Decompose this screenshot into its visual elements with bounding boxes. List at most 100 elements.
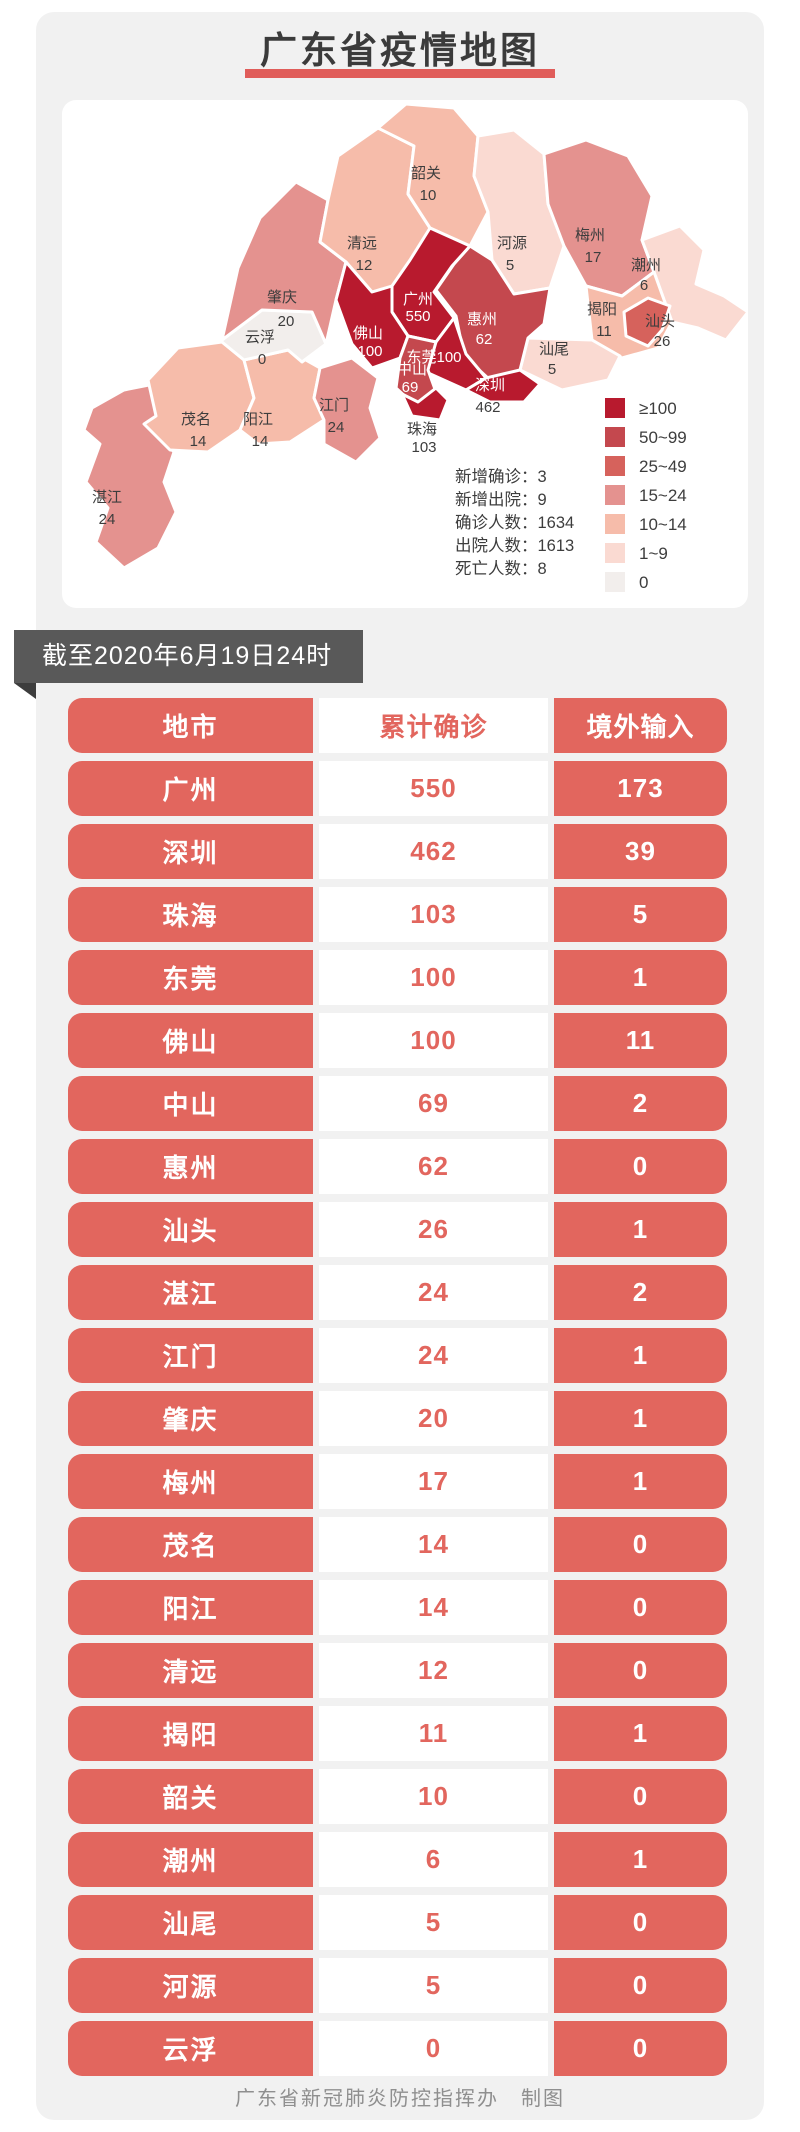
imported-cell: 39 [554,824,727,879]
map-region-value-label: 12 [356,257,373,274]
map-region-value-label: 24 [328,419,345,436]
map-region-name-label: 江门 [319,397,349,414]
legend-label: 25~49 [639,457,687,476]
region-shantou [622,296,672,348]
city-cell: 中山 [68,1076,313,1131]
legend-row: 1~9 [605,543,668,563]
city-cell: 河源 [68,1958,313,2013]
date-ribbon: 截至2020年6月19日24时 [14,630,363,683]
table-row: 梅州 17 1 [68,1454,727,1509]
stat-new-discharged: 新增出院：9 [455,490,547,509]
region-zhongshan [394,334,438,410]
stat-total-confirmed: 确诊人数：1634 [455,513,574,532]
confirmed-cell: 12 [319,1643,548,1698]
confirmed-cell: 24 [319,1265,548,1320]
confirmed-cell: 10 [319,1769,548,1824]
imported-cell: 0 [554,1895,727,1950]
map-region-name-label: 湛江 [92,489,122,506]
stat-total-discharged: 出院人数：1613 [455,536,574,555]
table-row: 汕尾 5 0 [68,1895,727,1950]
city-cell: 深圳 [68,824,313,879]
imported-cell: 0 [554,1958,727,2013]
imported-cell: 1 [554,1328,727,1383]
table-row: 韶关 10 0 [68,1769,727,1824]
map-regions [82,102,748,570]
legend-swatch [605,485,625,505]
legend-swatch [605,398,625,418]
map-region-value-label: 6 [640,277,648,294]
confirmed-cell: 5 [319,1958,548,2013]
credit-text: 广东省新冠肺炎防控指挥办 制图 [235,2088,565,2110]
city-cell: 茂名 [68,1517,313,1572]
map-region-value-label: 100 [357,343,382,360]
legend-swatch [605,514,625,534]
imported-cell: 2 [554,1265,727,1320]
legend-label: 0 [639,573,648,592]
map-region-name-label: 惠州 [467,311,497,328]
map-region-value-label: 10 [420,187,437,204]
header-city: 地市 [68,698,313,753]
imported-cell: 1 [554,950,727,1005]
map-region-name-label: 珠海 [407,421,437,438]
header-confirmed: 累计确诊 [319,698,548,753]
confirmed-cell: 69 [319,1076,548,1131]
confirmed-cell: 14 [319,1580,548,1635]
confirmed-cell: 5 [319,1895,548,1950]
table-row: 清远 12 0 [68,1643,727,1698]
map-region-name-label: 茂名 [181,411,211,428]
imported-cell: 5 [554,887,727,942]
legend-swatch [605,572,625,592]
confirmed-cell: 11 [319,1706,548,1761]
map-region-name-label: 韶关 [411,165,441,182]
region-dongguan [412,316,488,392]
page-title: 广东省疫情地图 [260,30,540,71]
legend-row: ≥100 [605,398,677,418]
table-row: 东莞 100 1 [68,950,727,1005]
table-row: 茂名 14 0 [68,1517,727,1572]
confirmed-cell: 24 [319,1328,548,1383]
legend-row: 0 [605,572,648,592]
imported-cell: 1 [554,1454,727,1509]
city-cell: 清远 [68,1643,313,1698]
imported-cell: 0 [554,1769,727,1824]
imported-cell: 1 [554,1202,727,1257]
map-region-labels: 湛江 24 茂名 14 阳江 14 江门 24 云浮 0 肇庆 20 清远 12 韶关 10 河源 5 梅州 17 潮州… [92,165,675,528]
map-region-value-label: 462 [475,399,500,416]
header-imported: 境外输入 [554,698,727,753]
confirmed-cell: 62 [319,1139,548,1194]
legend-row: 50~99 [605,427,687,447]
stat-new-confirmed: 新增确诊：3 [455,467,547,486]
table-row: 惠州 62 0 [68,1139,727,1194]
legend-label: ≥100 [639,399,677,418]
imported-cell: 173 [554,761,727,816]
map-region-name-label: 东莞100 [406,349,461,366]
imported-cell: 1 [554,1706,727,1761]
city-cell: 湛江 [68,1265,313,1320]
city-cell: 东莞 [68,950,313,1005]
title-underline [245,69,555,78]
city-cell: 汕尾 [68,1895,313,1950]
map-region-name-label: 深圳 [475,377,505,394]
city-cell: 阳江 [68,1580,313,1635]
map-region-name-label: 阳江 [243,411,273,428]
imported-cell: 0 [554,1643,727,1698]
imported-cell: 0 [554,1580,727,1635]
map-region-name-label: 广州 [403,291,433,308]
confirmed-cell: 103 [319,887,548,942]
map-region-value-label: 26 [654,333,671,350]
table-body: 广州 550 173 深圳 462 39 珠海 103 5 东莞 100 1 佛… [68,761,727,2076]
table-row: 河源 5 0 [68,1958,727,2013]
date-ribbon-text: 截至2020年6月19日24时 [42,642,333,670]
imported-cell: 0 [554,1139,727,1194]
map-stats: 新增确诊：3 新增出院：9 确诊人数：1634 出院人数：1613 死亡人数：8 [455,467,574,578]
map-region-value-label: 5 [506,257,514,274]
legend-row: 15~24 [605,485,687,505]
table-header-row: 地市 累计确诊 境外输入 [68,698,727,753]
region-shenzhen [464,368,542,404]
table-row: 云浮 0 0 [68,2021,727,2076]
city-cell: 珠海 [68,887,313,942]
legend-label: 15~24 [639,486,687,505]
map-region-value-label: 103 [411,439,436,456]
table-row: 珠海 103 5 [68,887,727,942]
city-cell: 韶关 [68,1769,313,1824]
